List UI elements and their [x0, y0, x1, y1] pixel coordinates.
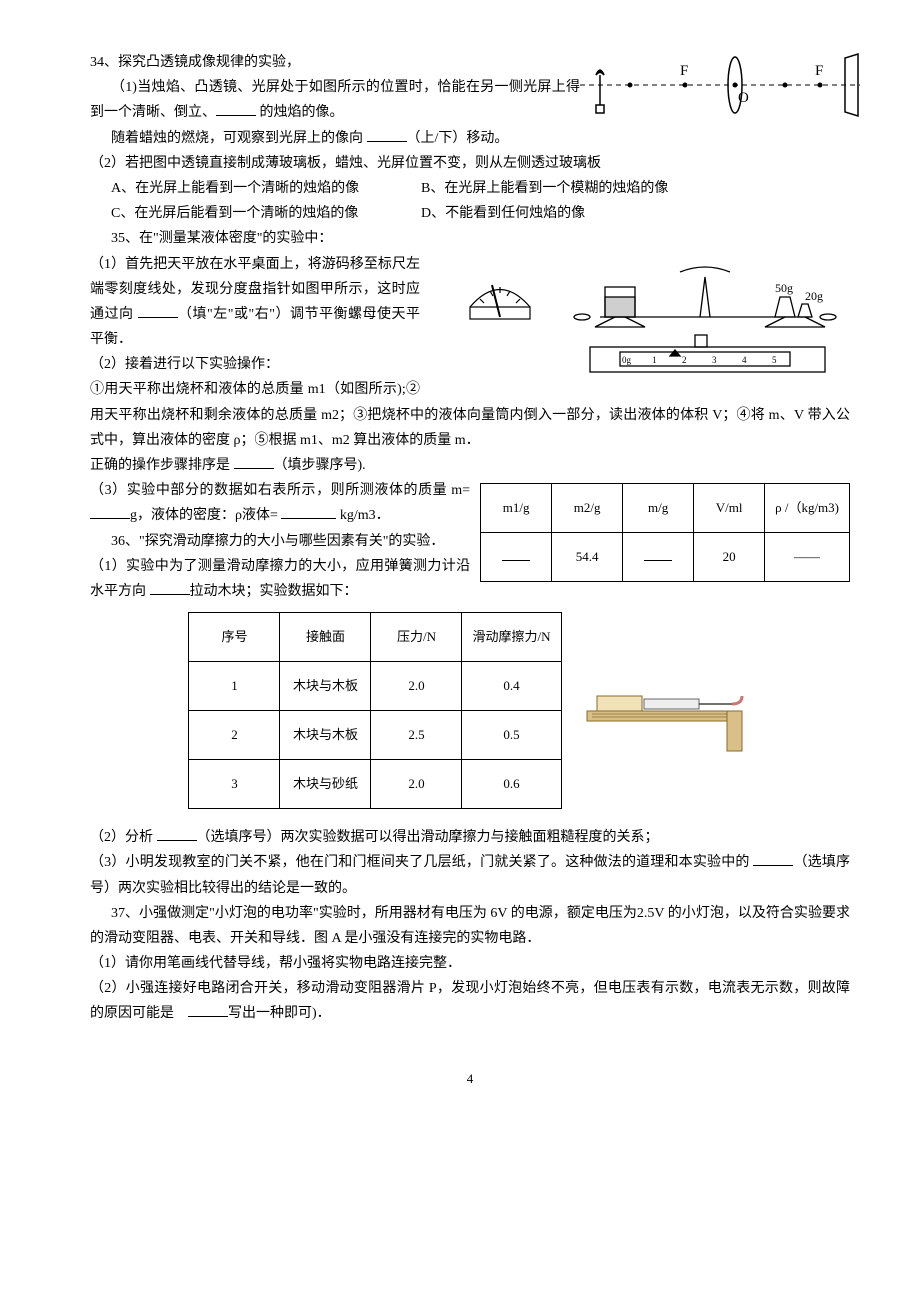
th-m: m/g: [623, 484, 694, 533]
td-rho: ——: [765, 533, 850, 582]
friction-figure: [582, 656, 752, 765]
scale-1: 1: [652, 355, 657, 365]
lens-O: O: [738, 90, 749, 106]
lens-figure: F O F: [580, 50, 860, 129]
fr3-n: 3: [189, 760, 280, 809]
q34-optC: C、在光屏后能看到一个清晰的烛焰的像: [90, 201, 400, 226]
lens-F-left: F: [680, 63, 688, 79]
q34-p2: 随着蜡烛的燃烧，可观察到光屏上的像向 （上/下）移动。: [90, 126, 850, 151]
fth-4: 滑动摩擦力/N: [462, 613, 561, 662]
q37-p1: （1）请你用笔画线代替导线，帮小强将实物电路连接完整．: [90, 951, 850, 976]
page-number: 4: [90, 1067, 850, 1090]
fr1-s: 木块与木板: [280, 662, 371, 711]
fr3-p: 2.0: [371, 760, 462, 809]
q37-p2: （2）小强连接好电路闭合开关，移动滑动变阻器滑片 P，发现小灯泡始终不亮，但电压…: [90, 976, 850, 1026]
friction-table: 序号 接触面 压力/N 滑动摩擦力/N 1 木块与木板 2.0 0.4 2 木块…: [188, 612, 561, 809]
fr2-p: 2.5: [371, 711, 462, 760]
td-v: 20: [694, 533, 765, 582]
blank: [150, 580, 190, 595]
fr2-s: 木块与木板: [280, 711, 371, 760]
lens-F-right: F: [815, 63, 823, 79]
blank: [367, 127, 407, 142]
density-table: m1/g m2/g m/g V/ml ρ /（kg/m3) 54.4 20 ——: [480, 483, 850, 582]
q36-p1b: 拉动木块；实验数据如下：: [190, 584, 358, 599]
blank: [216, 101, 256, 116]
td-m: [623, 533, 694, 582]
q35-p3b: g，液体的密度：ρ液体=: [130, 508, 281, 523]
q34-p2b: （上/下）移动。: [407, 131, 509, 146]
q34-p1b: 的烛焰的像。: [256, 105, 344, 120]
scale-2: 2: [682, 355, 687, 365]
q36-p2a: （2）分析: [90, 830, 157, 845]
scale-4: 4: [742, 355, 747, 365]
th-m1: m1/g: [481, 484, 552, 533]
fr1-p: 2.0: [371, 662, 462, 711]
scale-5: 5: [772, 355, 777, 365]
fth-3: 压力/N: [371, 613, 462, 662]
friction-svg: [582, 656, 752, 756]
q34-optB: B、在光屏上能看到一个模糊的烛焰的像: [400, 176, 668, 201]
blank: [138, 303, 178, 318]
q34-options-row2: C、在光屏后能看到一个清晰的烛焰的像 D、不能看到任何烛焰的像: [90, 201, 850, 226]
friction-row: 序号 接触面 压力/N 滑动摩擦力/N 1 木块与木板 2.0 0.4 2 木块…: [90, 612, 850, 809]
q36-p3: （3）小明发现教室的门关不紧，他在门和门框间夹了几层纸，门就关紧了。这种做法的道…: [90, 850, 850, 900]
fr3-s: 木块与砂纸: [280, 760, 371, 809]
th-v: V/ml: [694, 484, 765, 533]
q36-p2: （2）分析 （选填序号）两次实验数据可以得出滑动摩擦力与接触面粗糙程度的关系；: [90, 825, 850, 850]
q35-p3a: （3）实验中部分的数据如右表所示，则所测液体的质量 m=: [90, 483, 470, 498]
lens-svg: F O F: [580, 50, 860, 120]
scale-3: 3: [712, 355, 717, 365]
blank: [234, 454, 274, 469]
balance-figure: 50g 20g 0g 1 2 3 4 5: [430, 257, 850, 396]
fr3-f: 0.6: [462, 760, 561, 809]
weight-50: 50g: [775, 281, 793, 295]
fth-1: 序号: [189, 613, 280, 662]
blank: [188, 1002, 228, 1017]
th-m2: m2/g: [552, 484, 623, 533]
fth-2: 接触面: [280, 613, 371, 662]
td-m1: [481, 533, 552, 582]
q36-p3a: （3）小明发现教室的门关不紧，他在门和门框间夹了几层纸，门就关紧了。这种做法的道…: [90, 855, 753, 870]
fr2-f: 0.5: [462, 711, 561, 760]
q34-options-row1: A、在光屏上能看到一个清晰的烛焰的像 B、在光屏上能看到一个模糊的烛焰的像: [90, 176, 850, 201]
blank: [502, 547, 530, 561]
q35-order: 正确的操作步骤排序是 （填步骤序号).: [90, 453, 850, 478]
blank: [90, 504, 130, 519]
q34-optD: D、不能看到任何烛焰的像: [400, 201, 585, 226]
blank: [157, 826, 197, 841]
q35-s2a: 正确的操作步骤排序是: [90, 458, 234, 473]
q34-p2a: 随着蜡烛的燃烧，可观察到光屏上的像向: [111, 131, 367, 146]
fr1-f: 0.4: [462, 662, 561, 711]
q35-title: 35、在"测量某液体密度"的实验中：: [90, 226, 850, 251]
q36-p2b: （选填序号）两次实验数据可以得出滑动摩擦力与接触面粗糙程度的关系；: [197, 830, 659, 845]
blank: [644, 547, 672, 561]
th-rho: ρ /（kg/m3): [765, 484, 850, 533]
weight-20: 20g: [805, 289, 823, 303]
balance-svg: 50g 20g 0g 1 2 3 4 5: [430, 257, 850, 387]
q37-p2b: 写出一种即可)．: [228, 1006, 331, 1021]
fr2-n: 2: [189, 711, 280, 760]
q35-p3c: kg/m3．: [336, 508, 389, 523]
scale-0: 0g: [622, 355, 632, 365]
blank: [753, 851, 793, 866]
fr1-n: 1: [189, 662, 280, 711]
q34-p3: （2）若把图中透镜直接制成薄玻璃板，蜡烛、光屏位置不变，则从左侧透过玻璃板: [90, 151, 850, 176]
blank: [281, 504, 336, 519]
q37-title: 37、小强做测定"小灯泡的电功率"实验时，所用器材有电压为 6V 的电源，额定电…: [90, 901, 850, 951]
td-m2: 54.4: [552, 533, 623, 582]
q35-s2b: （填步骤序号).: [274, 458, 366, 473]
q34-optA: A、在光屏上能看到一个清晰的烛焰的像: [90, 176, 400, 201]
